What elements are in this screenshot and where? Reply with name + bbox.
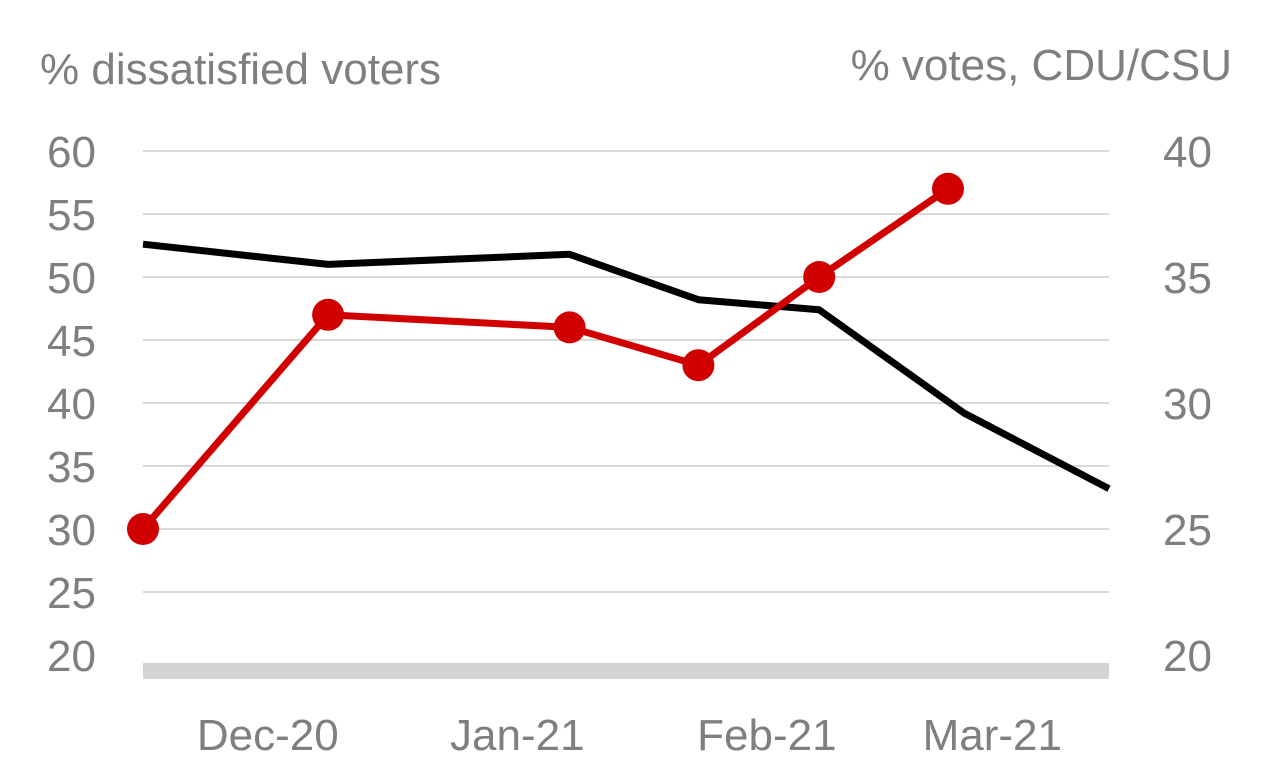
left-tick-label: 30: [47, 506, 96, 555]
x-axis-baseline: [143, 663, 1109, 679]
dissatisfied-voters-point: [932, 172, 964, 205]
x-tick-label: Dec-20: [197, 711, 339, 760]
left-axis-title: % dissatisfied voters: [40, 45, 441, 94]
right-tick-label: 40: [1163, 128, 1212, 177]
left-tick-label: 35: [47, 443, 96, 492]
cdu-csu-votes-line: [142, 240, 1111, 492]
right-tick-label: 25: [1163, 506, 1212, 555]
dissatisfied-voters-line: [140, 185, 950, 532]
left-axis-ticks: 20 25 30 35 40 45 50 55 60: [47, 128, 96, 681]
left-tick-label: 55: [47, 191, 96, 240]
left-tick-label: 20: [47, 632, 96, 681]
left-tick-label: 60: [47, 128, 96, 177]
right-tick-label: 35: [1163, 254, 1212, 303]
right-tick-label: 30: [1163, 380, 1212, 429]
dissatisfied-voters-point: [803, 261, 836, 293]
dissatisfied-voters-point: [682, 349, 715, 382]
x-tick-label: Jan-21: [450, 711, 585, 760]
left-tick-label: 45: [47, 317, 96, 366]
series: [127, 172, 1111, 545]
x-axis-ticks: Dec-20 Jan-21 Feb-21 Mar-21: [197, 711, 1062, 760]
x-tick-label: Feb-21: [697, 711, 836, 760]
left-tick-label: 40: [47, 380, 96, 429]
dissatisfied-voters-point: [312, 298, 345, 331]
left-tick-label: 25: [47, 569, 96, 618]
dissatisfied-voters-point: [553, 311, 586, 344]
right-axis-title: % votes, CDU/CSU: [851, 41, 1232, 90]
left-tick-label: 50: [47, 254, 96, 303]
right-axis-ticks: 20 25 30 35 40: [1163, 128, 1212, 681]
x-tick-label: Mar-21: [923, 711, 1062, 760]
right-tick-label: 20: [1163, 632, 1212, 681]
dissatisfied-voters-point: [127, 513, 159, 545]
